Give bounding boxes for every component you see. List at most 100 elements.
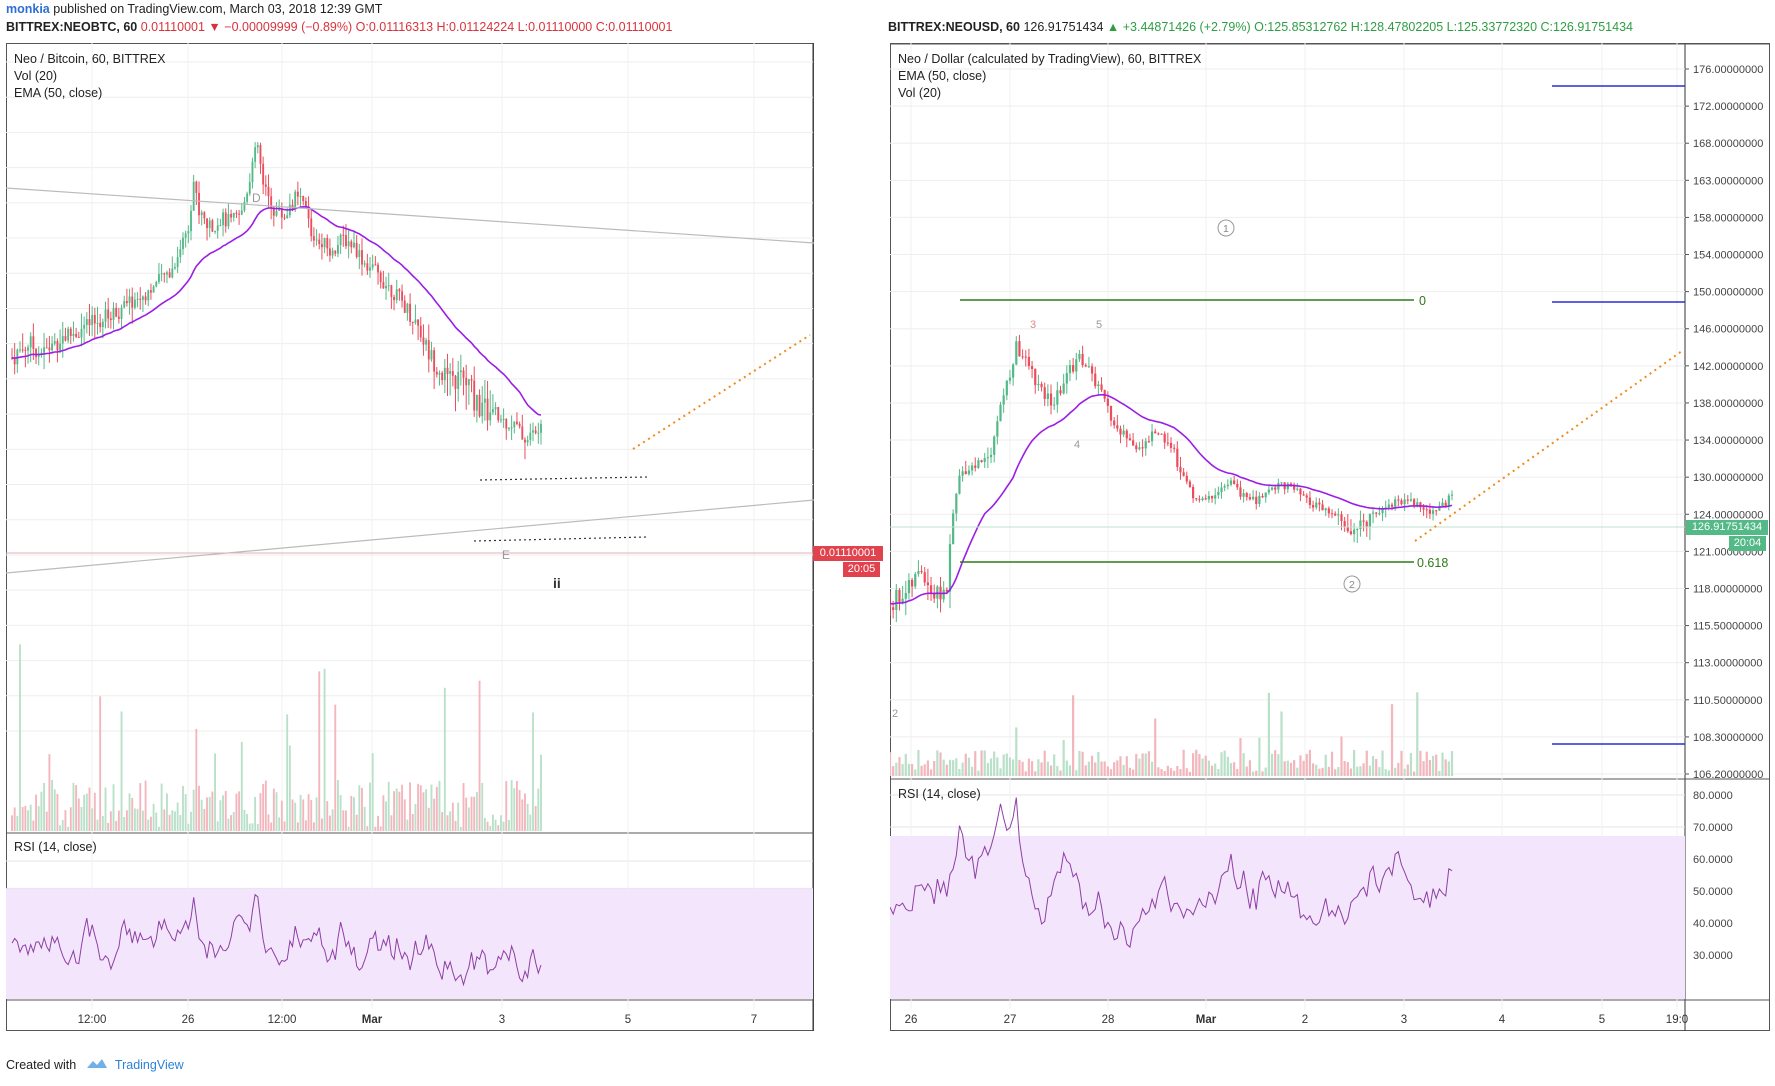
volume-bar [1438,770,1441,776]
volume-bar [1330,751,1334,776]
volume-bar [1274,750,1277,776]
volume-bar [69,807,72,831]
left-countdown-tag: 20:05 [843,562,880,577]
volume-bar [1150,761,1154,776]
volume-bar [192,789,195,831]
right-chart-panel[interactable]: 176.00000000 172.00000000 168.00000000 163.… [888,43,1770,1031]
price-tick-label: 172.00000000 [1693,101,1763,113]
volume-bar [993,751,996,776]
volume-bar [1419,750,1422,776]
candle-body [1135,445,1138,450]
candle-body [1062,383,1065,394]
volume-bar [401,784,404,831]
volume-bar [133,808,136,831]
volume-bar [1056,766,1059,776]
left-target-projection[interactable] [632,334,811,450]
footer-brand[interactable]: TradingView [114,1058,184,1072]
left-channel-upper[interactable] [479,476,649,481]
left-chart-panel[interactable]: 0.015000000.014500000.014100000.01370000… [5,43,879,1031]
candle-body [1441,502,1444,507]
candle-body [532,430,534,433]
left-resistance-trendline[interactable] [5,187,815,244]
candle-body [398,289,401,292]
right-fib-0-label: 0 [1419,294,1426,308]
candle-body [53,341,56,344]
time-tick-label: Mar [1196,1014,1217,1026]
volume-bar [470,796,473,831]
volume-bar [1425,751,1428,776]
volume-bar [291,799,294,831]
volume-bar [1037,759,1040,776]
volume-bar [1223,750,1226,776]
price-tick-label: 168.00000000 [1693,138,1763,150]
right-wave-1: 1 [1223,223,1229,235]
tradingview-logo-icon[interactable] [86,1058,108,1068]
volume-bar [312,822,315,831]
author-link[interactable]: monkia [6,2,50,16]
volume-bar [1002,754,1005,776]
volume-bar [923,764,926,776]
volume-bar [1157,767,1160,776]
candle-body [521,426,524,440]
candle-body [427,340,430,360]
left-chart-svg[interactable]: 0.015000000.014500000.014100000.01370000… [5,43,879,1031]
volume-bar [1176,766,1179,776]
candle-body [19,349,21,351]
candle-body [1403,499,1406,505]
candle-body [99,322,102,328]
volume-bar [339,794,342,831]
candle-body [526,440,529,443]
volume-bar [1008,757,1012,776]
volume-bar [1012,759,1015,776]
left-label-ii: ii [553,575,561,591]
candle-body [144,296,147,301]
volume-bar [454,820,457,831]
left-support-trendline[interactable] [5,499,815,574]
candle-body [892,607,895,611]
volume-bar [526,803,529,831]
candle-body [1311,504,1315,508]
price-tick-label: 150.00000000 [1693,287,1763,299]
time-tick-label: 26 [182,1014,195,1026]
candle-body [1081,353,1084,366]
candle-body [1381,509,1384,514]
candle-body [967,470,971,475]
time-tick-label: 7 [751,1014,757,1026]
candle-body [478,394,481,417]
volume-bar [406,819,409,831]
volume-bar [1166,765,1169,776]
candle-body [1229,480,1233,485]
right-target-projection[interactable] [1414,350,1683,542]
volume-bar [40,791,43,831]
volume-bar [254,796,257,831]
candle-body [120,307,123,319]
volume-bar [387,781,390,831]
volume-bar [80,806,83,831]
candle-body [540,424,542,433]
volume-bar [1343,761,1346,776]
candle-body [1289,483,1293,485]
price-tick-label: 108.30000000 [1693,732,1763,744]
volume-bar [462,783,465,831]
volume-bar [139,783,142,831]
right-chart-svg[interactable]: 176.00000000 172.00000000 168.00000000 163.… [888,43,1770,1031]
candle-body [43,347,45,353]
candle-body [497,407,500,421]
candle-body [1293,484,1296,490]
volume-bar [967,757,971,776]
volume-bar [1394,767,1397,776]
candle-body [187,231,190,234]
candle-body [152,286,155,293]
left-channel-lower[interactable] [473,536,647,542]
candle-body [508,427,510,429]
candle-body [286,215,289,219]
candle-body [13,357,16,365]
volume-bar [904,753,907,776]
candle-body [996,421,999,437]
volume-bar [37,806,40,831]
candle-body [77,336,80,338]
candle-body [1119,428,1122,435]
volume-bar [216,821,219,831]
volume-bar [355,814,358,831]
candle-body [48,347,51,351]
